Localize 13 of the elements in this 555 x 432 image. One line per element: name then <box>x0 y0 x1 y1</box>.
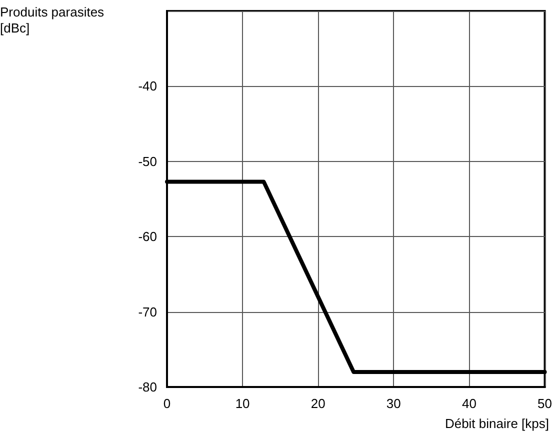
y-tick-label: -50 <box>138 154 157 169</box>
x-tick-label: 10 <box>235 396 250 411</box>
y-axis-title: Produits parasites [dBc] <box>0 4 105 36</box>
x-axis-title: Débit binaire [kps] <box>444 416 550 431</box>
x-tick-label: 40 <box>462 396 476 411</box>
y-tick-label: -40 <box>138 78 157 94</box>
y-tick-label: -80 <box>138 380 157 394</box>
y-tick-label: -60 <box>138 229 157 244</box>
x-tick-label: 30 <box>386 396 401 411</box>
x-tick-label: 0 <box>163 396 171 411</box>
x-tick-label: 20 <box>310 396 326 411</box>
x-tick-label: 50 <box>538 396 552 411</box>
y-tick-label: -70 <box>138 304 157 320</box>
